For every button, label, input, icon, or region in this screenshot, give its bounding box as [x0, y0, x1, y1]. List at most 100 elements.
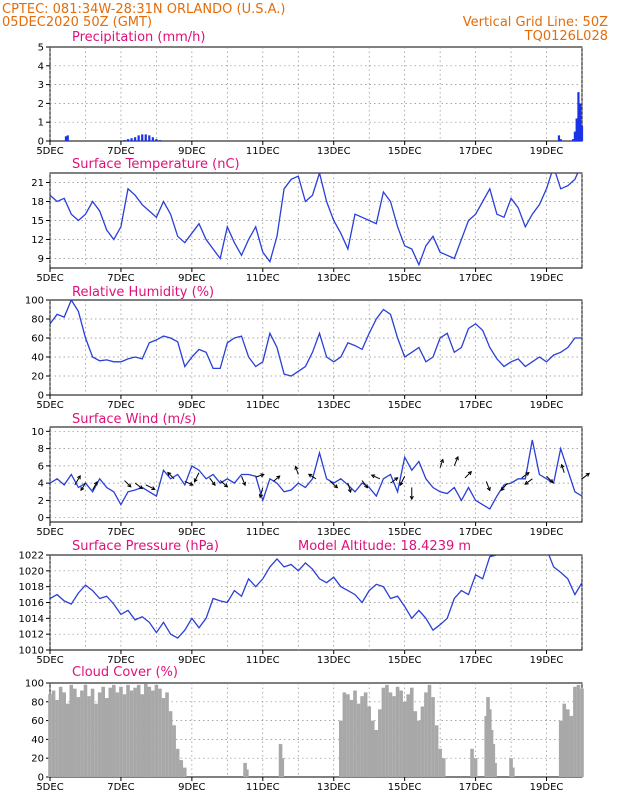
cloud-bar [76, 697, 81, 777]
wind-arrow [184, 480, 194, 486]
humidity-xtick-label: 9DEC [178, 400, 205, 411]
cloud-bar [370, 720, 375, 777]
precip-bar [579, 103, 582, 141]
wind-arrow-head [525, 471, 530, 476]
wind-arrow-head [486, 486, 491, 492]
wind-arrow-head [500, 486, 505, 492]
temperature-xtick-label: 19DEC [530, 273, 564, 284]
wind-xtick-label: 9DEC [178, 527, 205, 538]
temperature-ytick-label: 15 [31, 216, 44, 227]
cloud-bar [179, 760, 184, 777]
cloud-bar [342, 692, 347, 777]
pressure-ytick-label: 1018 [19, 582, 44, 593]
cloud-bar [94, 703, 98, 777]
cloud-bar [48, 694, 52, 777]
cloud-bar [381, 687, 386, 777]
precip-bar [134, 137, 137, 141]
wind-arrow [167, 472, 175, 480]
cloud-bar [97, 692, 102, 777]
panel-temperature: Surface Temperature (nC) 9 12 15 18 21 5DEC 7D… [31, 157, 583, 284]
header-run-time: 05DEC2020 50Z (GMT) [2, 15, 152, 30]
pressure-ytick-label: 1016 [19, 598, 44, 609]
pressure-ytick-label: 1010 [19, 646, 44, 657]
cloud-bar [406, 694, 411, 777]
temperature-xtick-label: 11DEC [246, 273, 280, 284]
precip-ytick-label: 0 [38, 137, 44, 148]
pressure-xtick-label: 9DEC [178, 655, 205, 666]
cloud-bar [395, 686, 400, 777]
wind-title: Surface Wind (m/s) [72, 412, 196, 427]
wind-ytick-label: 2 [38, 496, 44, 507]
cloud-bar [558, 720, 563, 777]
wind-arrow-head [223, 483, 229, 488]
precip-ytick-label: 4 [38, 61, 44, 72]
humidity-xtick-label: 13DEC [317, 400, 351, 411]
pressure-title: Surface Pressure (hPa) [72, 539, 219, 554]
precip-frame [49, 46, 583, 142]
temperature-line [50, 173, 579, 267]
cloud-bar [143, 683, 148, 777]
cloud-bar [491, 744, 496, 777]
wind-arrow [561, 464, 565, 473]
humidity-ytick-label: 20 [31, 372, 44, 383]
precip-ytick-label: 2 [38, 99, 44, 110]
precip-xtick-label: 15DEC [388, 146, 422, 157]
header-model: TQ0126L028 [524, 29, 608, 44]
panel-cloud-cover: Cloud Cover (%) 0 20 40 60 80 100 5DEC 7DEC 9DEC… [25, 665, 584, 793]
humidity-ytick-label: 0 [38, 391, 44, 402]
precip-xtick-label: 11DEC [246, 146, 280, 157]
cloud-bar [69, 684, 74, 777]
pressure-xtick-label: 19DEC [530, 655, 564, 666]
precip-bar [64, 136, 68, 141]
wind-arrow [255, 473, 264, 478]
cloud-bar [140, 694, 145, 777]
cloud-xtick-label: 11DEC [246, 782, 280, 793]
cloud-bar [80, 690, 84, 777]
wind-ytick-label: 4 [38, 479, 44, 490]
cloud-bar [392, 696, 396, 777]
cloud-bar [356, 703, 361, 777]
cloud-bar [427, 684, 432, 777]
panel-wind: Surface Wind (m/s) 0 2 4 6 8 10 5DEC 7DEC 9DEC 11… [31, 412, 591, 538]
wind-arrow [546, 475, 554, 483]
wind-arrow-head [276, 475, 281, 480]
wind-arrow-head [370, 474, 376, 479]
wind-arrow-head [93, 480, 98, 486]
cloud-bar [168, 711, 173, 777]
cloud-bar [339, 720, 343, 777]
temperature-title: Surface Temperature (nC) [72, 157, 240, 172]
temperature-xtick-label: 17DEC [459, 273, 493, 284]
humidity-xtick-label: 19DEC [530, 400, 564, 411]
wind-xtick-label: 11DEC [246, 527, 280, 538]
cloud-bar [165, 692, 169, 777]
wind-arrow-head [560, 463, 565, 469]
wind-xtick-label: 7DEC [107, 527, 134, 538]
cloud-bar [122, 694, 127, 777]
cloud-bar [175, 748, 180, 777]
cloud-bar [158, 688, 162, 777]
precip-xtick-label: 7DEC [107, 146, 134, 157]
wind-arrow [145, 484, 155, 490]
wind-frame [49, 426, 583, 523]
wind-arrow [329, 481, 338, 489]
wind-arrow-head [399, 481, 404, 487]
pressure-ytick-label: 1014 [19, 614, 44, 625]
cloud-bar [580, 688, 584, 777]
cloud-xtick-label: 15DEC [388, 782, 422, 793]
precipitation-title: Precipitation (mm/h) [72, 30, 205, 45]
cloud-bar [413, 711, 418, 777]
wind-arrow [295, 466, 299, 475]
cloud-bar [115, 692, 120, 777]
wind-arrow-head [127, 483, 132, 488]
wind-arrow-head [409, 495, 414, 501]
wind-xtick-label: 5DEC [36, 527, 63, 538]
cloud-bar [349, 699, 354, 777]
wind-arrow-head [193, 478, 198, 483]
precip-bar [155, 139, 158, 141]
wind-arrow [209, 477, 216, 486]
cloud-cover-title: Cloud Cover (%) [72, 665, 178, 680]
precip-ytick-label: 3 [38, 80, 44, 91]
precip-xtick-label: 13DEC [317, 146, 351, 157]
wind-line [50, 439, 582, 510]
cloud-bar [367, 706, 371, 777]
